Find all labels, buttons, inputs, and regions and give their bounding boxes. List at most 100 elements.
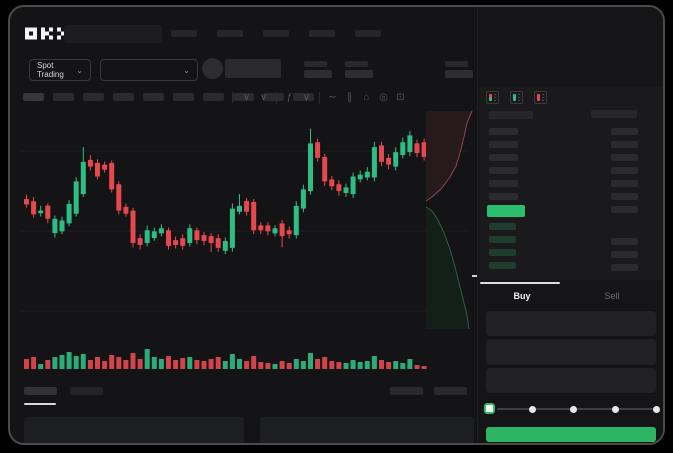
amount-slider[interactable] bbox=[482, 399, 663, 419]
slider-step-dot[interactable] bbox=[611, 405, 619, 413]
camera-icon[interactable]: ⌂ bbox=[363, 92, 370, 103]
bottom-tab-active[interactable] bbox=[24, 387, 57, 395]
candle-body bbox=[279, 223, 285, 237]
asks-only-icon[interactable] bbox=[534, 91, 547, 104]
volume-bar bbox=[222, 361, 228, 369]
amount-input[interactable] bbox=[486, 339, 656, 365]
bids-only-icon[interactable] bbox=[510, 91, 523, 104]
volume-bar bbox=[102, 361, 108, 369]
bottom-tab-active-underline bbox=[24, 403, 56, 405]
bottom-action-1[interactable] bbox=[390, 387, 423, 395]
timeframe-button[interactable] bbox=[203, 93, 224, 101]
candlestick-chart[interactable] bbox=[20, 111, 470, 331]
stat-label-placeholder bbox=[345, 61, 368, 67]
bottom-tab-2[interactable] bbox=[70, 387, 103, 395]
volume-bar bbox=[87, 360, 93, 369]
volume-chart[interactable] bbox=[20, 345, 470, 369]
nav-item-placeholder[interactable] bbox=[309, 30, 335, 37]
bottom-action-2[interactable] bbox=[434, 387, 467, 395]
slider-step-dot[interactable] bbox=[528, 405, 536, 413]
tab-sell[interactable]: Sell bbox=[604, 291, 620, 301]
volume-bar bbox=[336, 362, 342, 369]
slider-step-dot[interactable] bbox=[570, 405, 577, 413]
timeframe-button[interactable] bbox=[173, 93, 194, 101]
combined-book-icon[interactable] bbox=[486, 91, 499, 104]
bid-price-row[interactable] bbox=[489, 249, 516, 256]
timeframe-button[interactable] bbox=[143, 93, 164, 101]
candle-body bbox=[357, 174, 363, 180]
tab-buy[interactable]: Buy bbox=[513, 291, 531, 301]
buy-submit-button[interactable] bbox=[486, 427, 656, 442]
orderbook-trade-divider bbox=[480, 282, 560, 284]
market-type-dropdown[interactable]: Spot Trading ⌄ bbox=[29, 59, 91, 81]
orderbook-col-amount-header bbox=[591, 110, 637, 118]
volume-bar bbox=[386, 362, 392, 369]
app-window: Spot Trading ⌄ ⌄ ∨ ∨ ƒ ∨ ∼ ∥ ⌂ ◎ ⊡ Buy Sell bbox=[8, 5, 665, 445]
timeframe-button[interactable] bbox=[233, 93, 254, 101]
volume-bar bbox=[279, 361, 285, 369]
compare-icon[interactable]: ∥ bbox=[347, 92, 352, 103]
timeframe-button[interactable] bbox=[53, 93, 74, 101]
amount-row bbox=[611, 206, 638, 213]
depth-bids-area bbox=[426, 207, 469, 329]
volume-bar bbox=[208, 359, 214, 369]
overlay-icon[interactable]: ∨ bbox=[302, 92, 311, 103]
candle-body bbox=[194, 230, 200, 241]
ask-price-row[interactable] bbox=[489, 154, 518, 161]
volume-bar bbox=[180, 358, 186, 369]
chart-tools: ∨ ∨ ƒ ∨ ∼ ∥ ⌂ ◎ ⊡ bbox=[239, 91, 408, 105]
last-price-highlight[interactable] bbox=[487, 205, 525, 217]
fullscreen-icon[interactable]: ⊡ bbox=[396, 92, 405, 103]
volume-bar bbox=[300, 361, 306, 369]
search-input[interactable] bbox=[64, 25, 162, 43]
candle-body bbox=[336, 184, 342, 192]
price-input[interactable] bbox=[486, 311, 656, 336]
chevron-down-icon: ⌄ bbox=[76, 65, 83, 75]
volume-bar bbox=[158, 359, 164, 369]
candle-body bbox=[109, 162, 115, 190]
toolbar-separator bbox=[232, 92, 233, 103]
candle-body bbox=[393, 152, 399, 167]
bid-price-row[interactable] bbox=[489, 236, 516, 243]
pair-name-placeholder[interactable] bbox=[225, 59, 281, 78]
bid-price-row[interactable] bbox=[489, 223, 516, 230]
interval-icon[interactable]: ∨ bbox=[242, 92, 251, 103]
timeframe-button[interactable] bbox=[293, 93, 314, 101]
stat-label-placeholder bbox=[304, 61, 327, 67]
timeframe-button[interactable] bbox=[113, 93, 134, 101]
candle-body bbox=[80, 161, 86, 195]
volume-bar bbox=[130, 353, 136, 369]
ask-price-row[interactable] bbox=[489, 193, 518, 200]
timeframe-button[interactable] bbox=[263, 93, 284, 101]
ask-price-row[interactable] bbox=[489, 180, 518, 187]
slider-step-dot[interactable] bbox=[653, 405, 660, 413]
volume-bar bbox=[258, 362, 264, 369]
timeframe-button[interactable] bbox=[23, 93, 44, 101]
nav-item-placeholder[interactable] bbox=[355, 30, 381, 37]
slider-handle[interactable] bbox=[482, 401, 497, 416]
okx-logo[interactable] bbox=[25, 27, 69, 40]
indicators-icon[interactable]: ƒ bbox=[286, 92, 293, 103]
ticker-stat-group bbox=[345, 61, 375, 79]
nav-item-placeholder[interactable] bbox=[263, 30, 289, 37]
candle-body bbox=[364, 171, 370, 178]
pair-dropdown[interactable]: ⌄ bbox=[100, 59, 198, 81]
candle-body bbox=[137, 238, 143, 245]
volume-bar bbox=[38, 364, 44, 369]
chart-type-icon[interactable]: ∨ bbox=[259, 92, 268, 103]
total-input[interactable] bbox=[486, 368, 656, 393]
nav-item-placeholder[interactable] bbox=[171, 30, 197, 37]
ask-price-row[interactable] bbox=[489, 167, 518, 174]
amount-row bbox=[611, 167, 638, 174]
ask-price-row[interactable] bbox=[489, 141, 518, 148]
stat-label-placeholder bbox=[445, 61, 468, 67]
ask-price-row[interactable] bbox=[489, 128, 518, 135]
settings-icon[interactable]: ◎ bbox=[379, 92, 388, 103]
candle-body bbox=[308, 143, 313, 192]
bid-price-row[interactable] bbox=[489, 262, 516, 269]
line-tool-icon[interactable]: ∼ bbox=[328, 92, 337, 103]
volume-bar bbox=[229, 354, 235, 369]
timeframe-button[interactable] bbox=[83, 93, 104, 101]
nav-item-placeholder[interactable] bbox=[217, 30, 243, 37]
candle-body bbox=[151, 231, 157, 239]
